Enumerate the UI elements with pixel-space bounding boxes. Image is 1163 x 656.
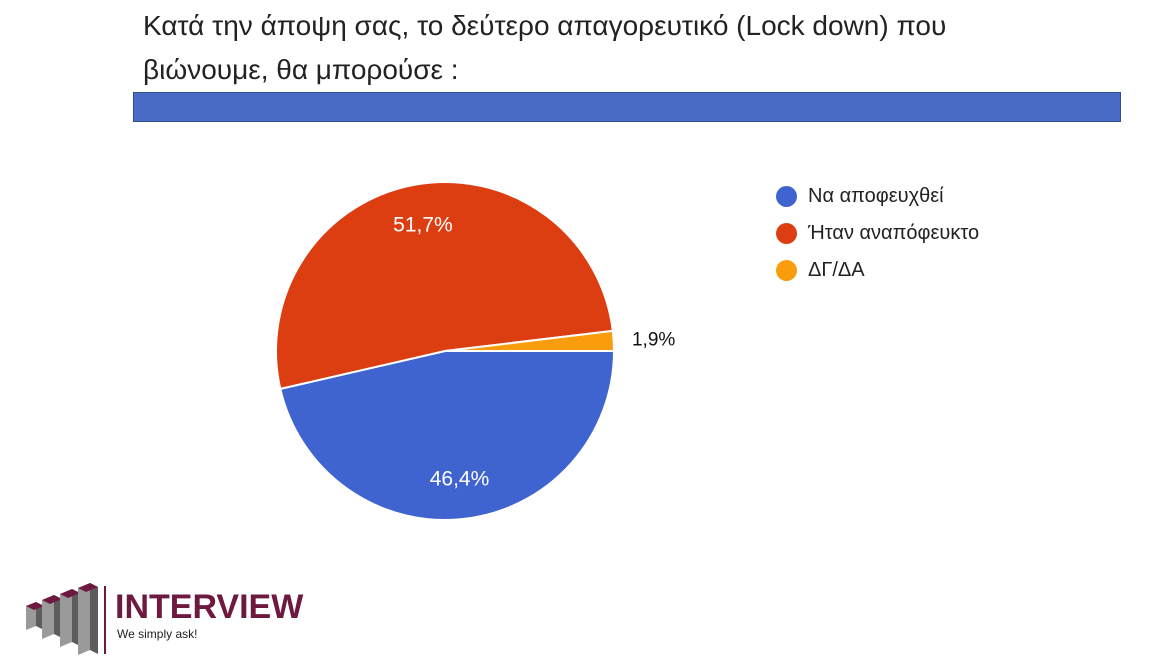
pie-chart: 46,4% 51,7% 1,9% <box>275 181 675 521</box>
title-line-2: βιώνουμε, θα μπορούσε : <box>143 54 459 85</box>
legend-item-dk-na: ΔΓ/ΔΑ <box>776 252 979 289</box>
data-label-avoid: 46,4% <box>430 468 490 491</box>
pie-slice-inevitable <box>275 181 614 391</box>
logo-wordmark: INTERVIEW <box>115 588 304 626</box>
interview-logo-icon <box>26 583 98 655</box>
legend-label-avoid: Να αποφευχθεί <box>808 185 944 207</box>
page-title: Κατά την άποψη σας, το δεύτερο απαγορευτ… <box>143 4 1133 92</box>
logo-tagline: We simply ask! <box>117 627 198 641</box>
legend-swatch-dk-na <box>776 260 797 281</box>
legend-swatch-inevitable <box>776 223 797 244</box>
legend-item-inevitable: Ήταν αναπόφευκτο <box>776 215 979 252</box>
pie-slice-dk-na <box>444 329 616 352</box>
legend-label-inevitable: Ήταν αναπόφευκτο <box>808 222 980 244</box>
chart-legend: Να αποφευχθεί Ήταν αναπόφευκτο ΔΓ/ΔΑ <box>776 178 979 289</box>
header-bar <box>133 92 1121 122</box>
pie-slice-avoid <box>279 350 616 521</box>
data-label-dk-na: 1,9% <box>632 330 675 351</box>
legend-label-dk-na: ΔΓ/ΔΑ <box>808 259 865 281</box>
data-label-inevitable: 51,7% <box>393 213 453 236</box>
legend-item-avoid: Να αποφευχθεί <box>776 178 979 215</box>
logo-divider <box>104 586 106 654</box>
legend-swatch-avoid <box>776 186 797 207</box>
title-line-1: Κατά την άποψη σας, το δεύτερο απαγορευτ… <box>143 10 947 41</box>
